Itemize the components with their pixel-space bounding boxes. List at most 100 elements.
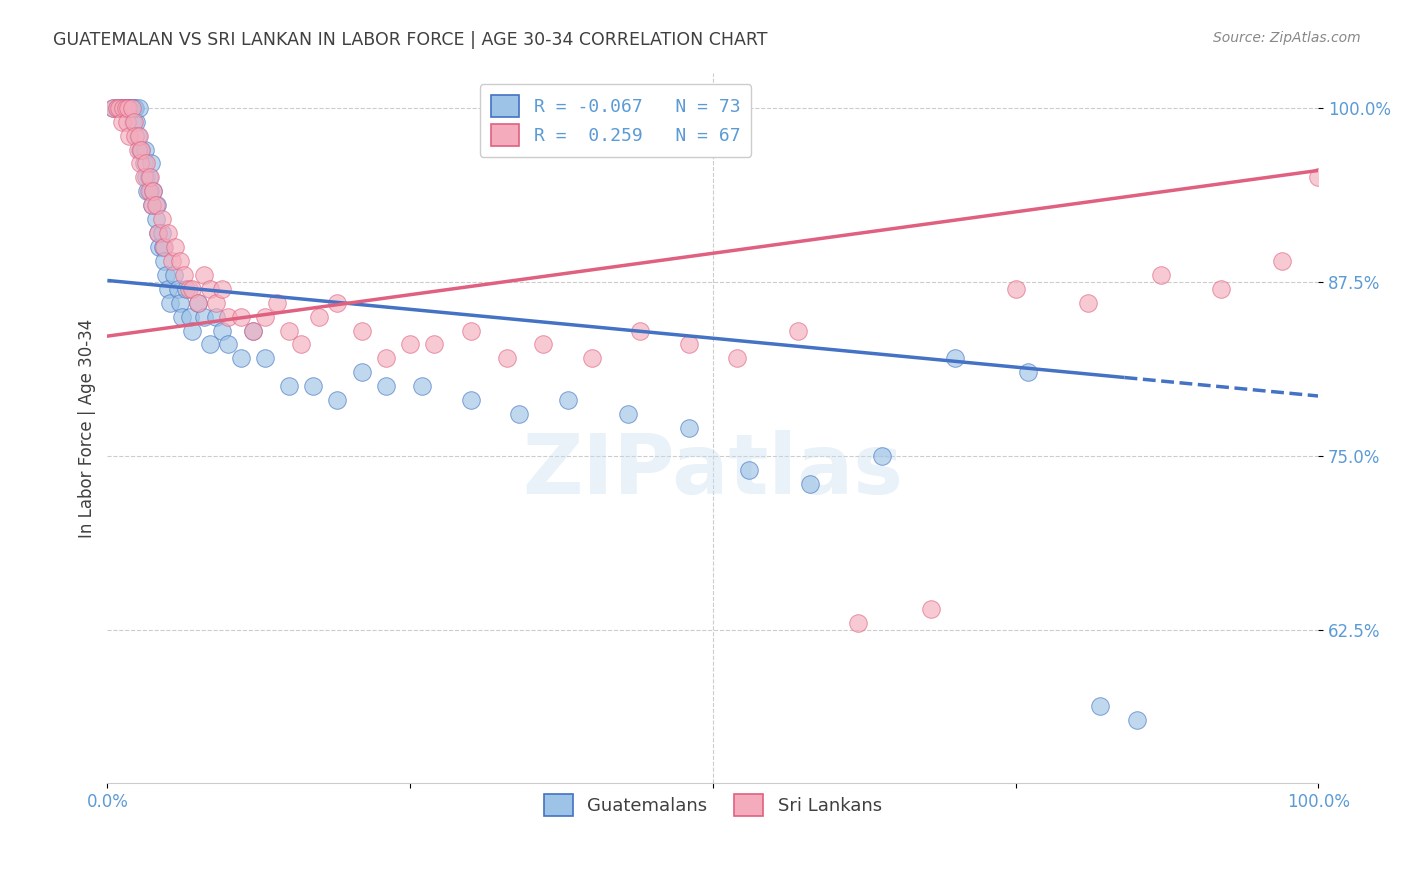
Point: [786, 324, 808, 338]
Point: [103, 101, 125, 115]
Point: [460, 393, 482, 408]
Point: [139, 170, 162, 185]
Point: [127, 128, 149, 143]
Point: [114, 101, 136, 115]
Point: [1211, 282, 1233, 296]
Point: [846, 615, 869, 630]
Point: [115, 114, 138, 128]
Point: [129, 143, 152, 157]
Point: [111, 101, 134, 115]
Point: [117, 101, 139, 115]
Point: [134, 143, 156, 157]
Point: [132, 156, 155, 170]
Point: [141, 198, 163, 212]
Point: [118, 101, 141, 115]
Point: [187, 295, 209, 310]
Text: Source: ZipAtlas.com: Source: ZipAtlas.com: [1213, 31, 1361, 45]
Point: [374, 351, 396, 366]
Point: [193, 268, 215, 282]
Point: [148, 226, 170, 240]
Point: [105, 101, 128, 115]
Point: [117, 101, 139, 115]
Point: [112, 101, 135, 115]
Point: [302, 379, 325, 393]
Point: [181, 324, 204, 338]
Point: [152, 240, 174, 254]
Point: [1077, 295, 1099, 310]
Point: [253, 351, 276, 366]
Point: [142, 184, 165, 198]
Point: [799, 476, 821, 491]
Point: [122, 101, 145, 115]
Point: [242, 324, 264, 338]
Point: [1308, 170, 1330, 185]
Point: [153, 240, 176, 254]
Point: [678, 421, 700, 435]
Point: [135, 156, 157, 170]
Point: [122, 114, 145, 128]
Point: [160, 254, 183, 268]
Point: [163, 268, 186, 282]
Point: [423, 337, 446, 351]
Point: [120, 101, 142, 115]
Point: [1271, 254, 1294, 268]
Point: [1090, 699, 1112, 714]
Point: [531, 337, 554, 351]
Point: [127, 143, 149, 157]
Point: [121, 101, 143, 115]
Point: [200, 337, 222, 351]
Point: [142, 184, 165, 198]
Point: [217, 337, 239, 351]
Text: GUATEMALAN VS SRI LANKAN IN LABOR FORCE | AGE 30-34 CORRELATION CHART: GUATEMALAN VS SRI LANKAN IN LABOR FORCE …: [53, 31, 768, 49]
Point: [211, 282, 233, 296]
Point: [135, 170, 157, 185]
Point: [1017, 365, 1039, 379]
Point: [725, 351, 748, 366]
Point: [411, 379, 433, 393]
Point: [205, 310, 228, 324]
Point: [308, 310, 330, 324]
Point: [173, 268, 195, 282]
Point: [617, 407, 640, 421]
Point: [139, 184, 162, 198]
Point: [943, 351, 966, 366]
Point: [150, 212, 173, 227]
Point: [205, 295, 228, 310]
Point: [326, 295, 349, 310]
Point: [253, 310, 276, 324]
Point: [350, 365, 373, 379]
Point: [678, 337, 700, 351]
Point: [738, 463, 761, 477]
Point: [114, 101, 136, 115]
Point: [1004, 282, 1026, 296]
Text: ZIPatlas: ZIPatlas: [523, 430, 903, 511]
Point: [129, 143, 152, 157]
Point: [1125, 714, 1147, 728]
Point: [1150, 268, 1173, 282]
Point: [460, 324, 482, 338]
Point: [108, 101, 131, 115]
Point: [266, 295, 288, 310]
Point: [177, 282, 200, 296]
Point: [115, 101, 138, 115]
Point: [136, 184, 159, 198]
Point: [374, 379, 396, 393]
Point: [138, 170, 160, 185]
Point: [496, 351, 519, 366]
Point: [132, 170, 155, 185]
Point: [169, 295, 191, 310]
Point: [156, 282, 179, 296]
Point: [128, 128, 150, 143]
Point: [105, 101, 128, 115]
Point: [508, 407, 530, 421]
Point: [128, 101, 150, 115]
Point: [145, 198, 167, 212]
Legend: Guatemalans, Sri Lankans: Guatemalans, Sri Lankans: [534, 785, 891, 825]
Point: [179, 310, 201, 324]
Point: [129, 156, 152, 170]
Point: [121, 114, 143, 128]
Point: [156, 226, 179, 240]
Point: [146, 198, 169, 212]
Point: [150, 226, 173, 240]
Point: [229, 351, 252, 366]
